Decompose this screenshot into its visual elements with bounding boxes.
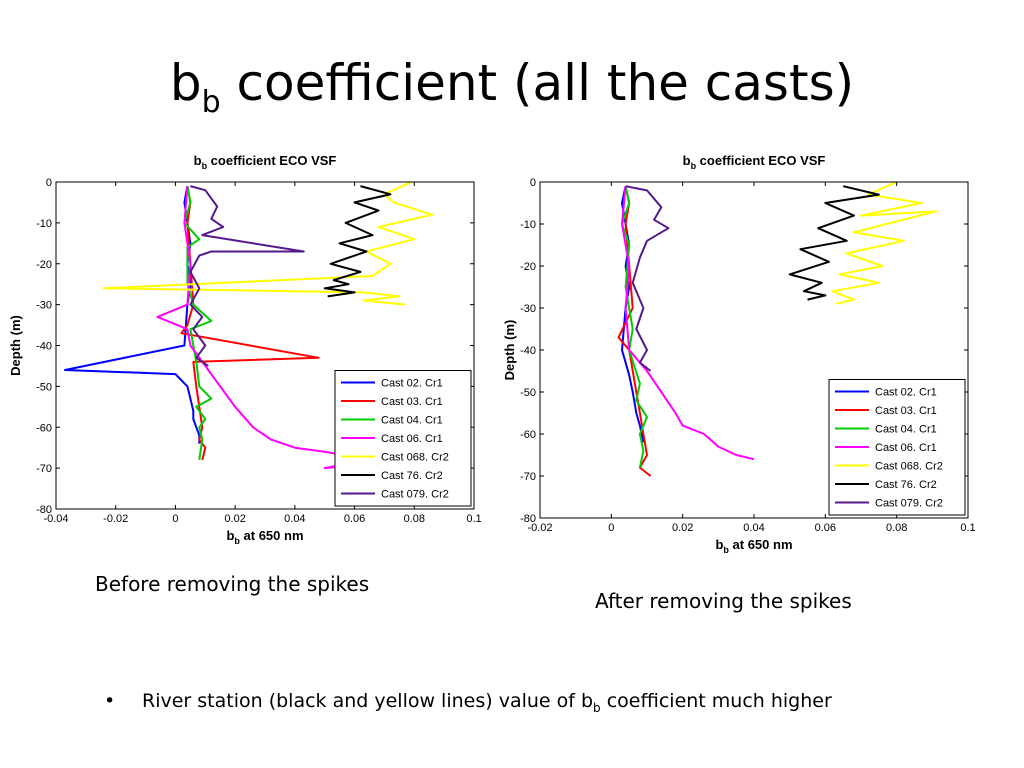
y-tick-label: -30 <box>520 303 536 315</box>
series-line-4 <box>831 182 937 305</box>
x-tick-label: 0 <box>172 513 178 525</box>
x-tick-label: 0.08 <box>886 522 907 534</box>
y-tick-label: -30 <box>36 300 52 312</box>
x-tick-label: 0.04 <box>284 513 305 525</box>
y-tick-label: -70 <box>520 471 536 483</box>
series-line-6 <box>189 185 305 367</box>
legend-label: Cast 76. Cr2 <box>381 470 443 482</box>
y-tick-label: -70 <box>36 463 52 475</box>
x-tick-label: -0.02 <box>527 522 552 534</box>
chart-title-rest: coefficient ECO VSF <box>207 153 336 168</box>
series-group <box>617 182 937 477</box>
caption-before: Before removing the spikes <box>95 572 370 596</box>
series-line-6 <box>625 185 670 372</box>
series-line-2 <box>183 185 213 461</box>
legend: Cast 02. Cr1 Cast 03. Cr1 Cast 04. Cr1 Cast… <box>334 370 472 507</box>
x-tick-label: 0.1 <box>960 522 975 534</box>
x-axis-label: bb at 650 nm <box>715 537 792 555</box>
chart-title: bb coefficient ECO VSF <box>683 153 826 171</box>
x-tick-label: 0.06 <box>344 513 365 525</box>
legend-label: Cast 02. Cr1 <box>875 387 937 399</box>
y-tick-label: -50 <box>36 381 52 393</box>
legend-label: Cast 068. Cr2 <box>875 461 943 473</box>
series-line-1 <box>180 185 320 461</box>
x-tick-label: 0.06 <box>815 522 836 534</box>
legend-label: Cast 03. Cr1 <box>875 405 937 417</box>
y-tick-label: -50 <box>520 387 536 399</box>
legend-label: Cast 76. Cr2 <box>875 479 937 491</box>
x-axis-label-subscript: b <box>234 536 240 546</box>
x-tick-label: -0.02 <box>103 513 128 525</box>
legend: Cast 02. Cr1 Cast 03. Cr1 Cast 04. Cr1 Cast… <box>828 379 966 516</box>
slide-title: bb coefficient (all the casts) <box>0 48 1024 138</box>
chart-title: bb coefficient ECO VSF <box>194 153 337 171</box>
bullet-point: • River station (black and yellow lines) … <box>104 690 832 715</box>
x-axis-label: bb at 650 nm <box>226 528 303 546</box>
chart-after-svg: bb coefficient ECO VSF-0.02 0 0.02 0.04 0.06… <box>502 153 976 555</box>
x-tick-label: 0.04 <box>743 522 764 534</box>
x-tick-label: 0.02 <box>672 522 693 534</box>
chart-after: bb coefficient ECO VSF -0.02 0 0.02 0.04 0.06… <box>494 142 984 564</box>
series-line-4 <box>102 182 434 306</box>
series-line-3 <box>621 186 755 461</box>
legend-label: Cast 04. Cr1 <box>381 415 443 427</box>
y-axis-label: Depth (m) <box>8 315 23 376</box>
y-tick-label: -80 <box>520 513 536 525</box>
chart-title-main: b <box>194 153 202 168</box>
y-tick-label: -20 <box>36 259 52 271</box>
x-axis-label-rest: at 650 nm <box>729 537 793 552</box>
y-tick-label: -60 <box>36 422 52 434</box>
y-tick-label: 0 <box>46 177 52 189</box>
legend-label: Cast 04. Cr1 <box>875 424 937 436</box>
x-axis-label-main: b <box>715 537 723 552</box>
bullet-icon: • <box>104 690 116 712</box>
y-tick-label: -10 <box>36 218 52 230</box>
slide-title-rest: coefficient (all the casts) <box>220 54 855 112</box>
x-axis-label-rest: at 650 nm <box>240 528 304 543</box>
x-tick-label: 0.08 <box>404 513 425 525</box>
chart-before-svg: bb coefficient ECO VSF-0.04 -0.02 0 0.02 0.0… <box>8 153 482 546</box>
caption-after: After removing the spikes <box>595 589 852 613</box>
chart-title-subscript: b <box>202 161 208 171</box>
y-tick-label: -40 <box>520 345 536 357</box>
chart-before: bb coefficient ECO VSF -0.04 -0.02 0 0.02 0.0… <box>0 142 490 552</box>
legend-label: Cast 068. Cr2 <box>381 452 449 464</box>
y-tick-label: -60 <box>520 429 536 441</box>
y-tick-label: -10 <box>520 219 536 231</box>
y-axis-label: Depth (m) <box>502 320 517 381</box>
legend-label: Cast 079. Cr2 <box>381 489 449 501</box>
y-tick-label: -80 <box>36 504 52 516</box>
slide-title-main: b <box>169 54 202 112</box>
chart-title-main: b <box>683 153 691 168</box>
chart-title-subscript: b <box>691 161 697 171</box>
x-axis-label-main: b <box>226 528 234 543</box>
x-tick-label: 0.02 <box>224 513 245 525</box>
x-axis-label-subscript: b <box>723 545 729 555</box>
legend-label: Cast 03. Cr1 <box>381 396 443 408</box>
legend-label: Cast 02. Cr1 <box>381 378 443 390</box>
chart-title-rest: coefficient ECO VSF <box>696 153 825 168</box>
series-line-5 <box>323 185 392 298</box>
x-tick-label: -0.04 <box>43 513 68 525</box>
bullet-text-before: River station (black and yellow lines) v… <box>142 690 594 712</box>
legend-label: Cast 06. Cr1 <box>381 433 443 445</box>
x-tick-label: 0 <box>608 522 614 534</box>
x-tick-label: 0.1 <box>466 513 481 525</box>
y-tick-label: -40 <box>36 341 52 353</box>
bullet-text-after: coefficient much higher <box>600 690 832 712</box>
y-tick-label: 0 <box>530 177 536 189</box>
legend-label: Cast 06. Cr1 <box>875 442 937 454</box>
slide-title-subscript: b <box>201 85 221 120</box>
series-line-0 <box>64 185 201 444</box>
y-tick-label: -20 <box>520 261 536 273</box>
bullet-text-subscript: b <box>593 700 601 715</box>
legend-label: Cast 079. Cr2 <box>875 498 943 510</box>
series-line-5 <box>788 185 880 301</box>
